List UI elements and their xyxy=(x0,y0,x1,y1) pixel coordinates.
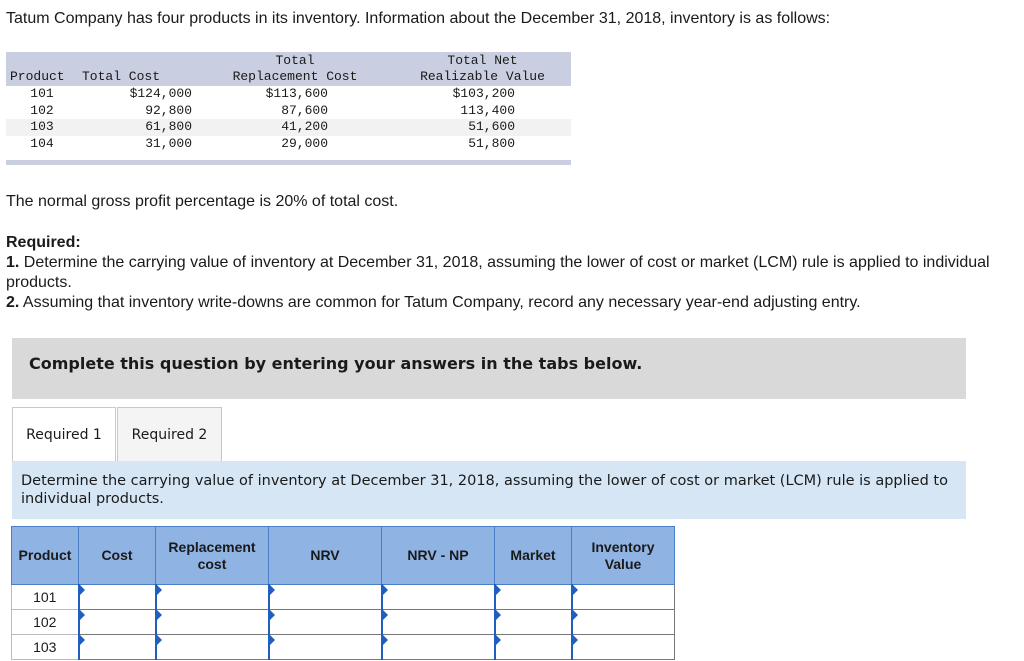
gross-profit-note: The normal gross profit percentage is 20… xyxy=(6,193,399,210)
answer-row: 102 xyxy=(11,609,675,635)
market-input-cell[interactable] xyxy=(493,634,572,660)
inventory-value-input[interactable] xyxy=(572,610,674,634)
required-item-1: 1. Determine the carrying value of inven… xyxy=(6,254,990,291)
market-input[interactable] xyxy=(495,585,571,609)
inventory-value-input[interactable] xyxy=(572,635,674,659)
instructions-banner: Complete this question by entering your … xyxy=(12,338,966,399)
inventory-value-input[interactable] xyxy=(572,585,674,609)
ans-col-nrv-np: NRV - NP xyxy=(381,526,495,585)
required-heading: Required: xyxy=(6,234,81,251)
tab-required-1[interactable]: Required 1 xyxy=(12,407,116,461)
table-row: 101 $124,000 $113,600 $103,200 xyxy=(30,86,515,101)
nrv-input[interactable] xyxy=(269,610,381,634)
table-row: 103 61,800 41,200 51,600 xyxy=(6,119,571,136)
market-input-cell[interactable] xyxy=(493,584,572,610)
ans-col-nrv: NRV xyxy=(268,526,382,585)
replacement-input[interactable] xyxy=(156,585,268,609)
col-total-cost: Total Cost xyxy=(78,52,196,86)
answer-row-product: 103 xyxy=(11,634,79,660)
inventory-table: Product Total Cost Total Replacement Cos… xyxy=(6,52,571,152)
replacement-input[interactable] xyxy=(156,635,268,659)
replacement-input-cell[interactable] xyxy=(154,634,269,660)
tab-required-2[interactable]: Required 2 xyxy=(117,407,222,461)
cost-input[interactable] xyxy=(79,610,155,634)
answer-row: 101 xyxy=(11,584,675,610)
cost-input-cell[interactable] xyxy=(77,584,156,610)
cost-input-cell[interactable] xyxy=(77,634,156,660)
col-replacement-cost: Total Replacement Cost xyxy=(196,52,394,86)
required-section: Required: 1. Determine the carrying valu… xyxy=(6,233,1024,313)
cost-input[interactable] xyxy=(79,585,155,609)
nrv-np-input-cell[interactable] xyxy=(380,609,495,635)
ans-col-replacement: Replacement cost xyxy=(155,526,269,585)
market-input[interactable] xyxy=(495,610,571,634)
inventory-header-row: Product Total Cost Total Replacement Cos… xyxy=(6,52,571,86)
table-row: 102 92,800 87,600 113,400 xyxy=(30,102,515,118)
intro-text: Tatum Company has four products in its i… xyxy=(6,10,831,27)
nrv-input-cell[interactable] xyxy=(267,584,382,610)
cost-input[interactable] xyxy=(79,635,155,659)
ans-col-inventory-value: Inventory Value xyxy=(571,526,675,585)
inventory-value-input-cell[interactable] xyxy=(570,634,675,660)
inventory-value-input-cell[interactable] xyxy=(570,584,675,610)
answer-row-product: 101 xyxy=(11,584,79,610)
table-row: 104 31,000 29,000 51,800 xyxy=(30,135,515,151)
nrv-np-input-cell[interactable] xyxy=(380,634,495,660)
nrv-np-input[interactable] xyxy=(382,635,494,659)
nrv-input[interactable] xyxy=(269,635,381,659)
table-bottom-rule xyxy=(6,160,571,165)
nrv-input-cell[interactable] xyxy=(267,634,382,660)
market-input-cell[interactable] xyxy=(493,609,572,635)
answer-row-product: 102 xyxy=(11,609,79,635)
inventory-value-input-cell[interactable] xyxy=(570,609,675,635)
ans-col-cost: Cost xyxy=(78,526,156,585)
required-item-2: 2. Assuming that inventory write-downs a… xyxy=(6,294,861,311)
nrv-input[interactable] xyxy=(269,585,381,609)
nrv-np-input-cell[interactable] xyxy=(380,584,495,610)
cost-input-cell[interactable] xyxy=(77,609,156,635)
col-product: Product xyxy=(6,52,78,86)
market-input[interactable] xyxy=(495,635,571,659)
answer-row: 103 xyxy=(11,634,675,660)
col-nrv: Total Net Realizable Value xyxy=(394,52,571,86)
replacement-input-cell[interactable] xyxy=(154,584,269,610)
replacement-input[interactable] xyxy=(156,610,268,634)
tab-instruction: Determine the carrying value of inventor… xyxy=(12,461,966,519)
ans-col-product: Product xyxy=(11,526,79,585)
answer-header-row: Product Cost Replacement cost NRV NRV - … xyxy=(11,526,675,585)
ans-col-market: Market xyxy=(494,526,572,585)
nrv-input-cell[interactable] xyxy=(267,609,382,635)
nrv-np-input[interactable] xyxy=(382,610,494,634)
answer-table: Product Cost Replacement cost NRV NRV - … xyxy=(11,526,675,660)
replacement-input-cell[interactable] xyxy=(154,609,269,635)
nrv-np-input[interactable] xyxy=(382,585,494,609)
